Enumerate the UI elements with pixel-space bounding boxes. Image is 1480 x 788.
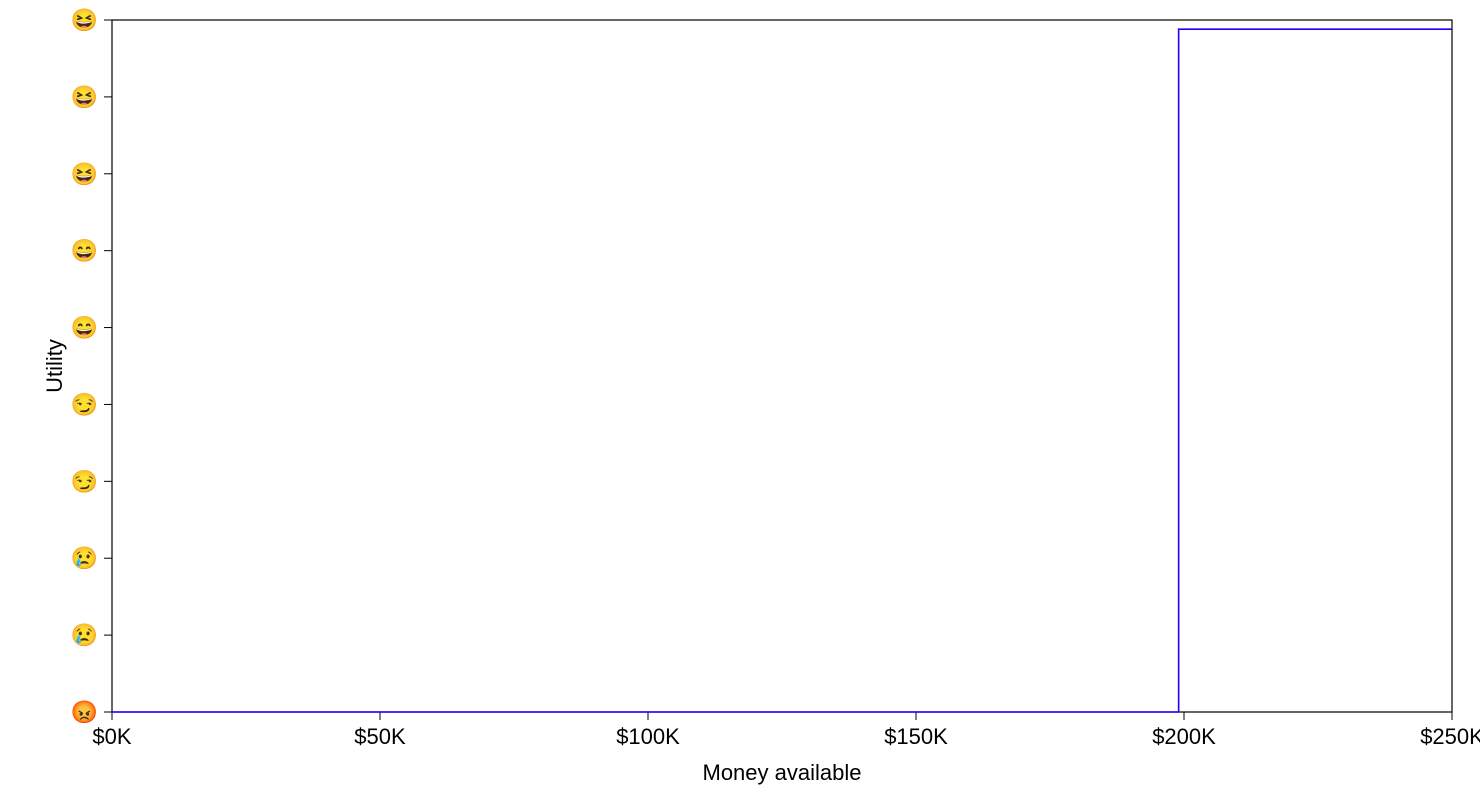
chart-svg: $0K $50K $100K $150K $200K $250K Money availab… bbox=[0, 0, 1480, 788]
y-tick-emoji: 😢 bbox=[71, 546, 98, 571]
x-tick-label: $100K bbox=[616, 724, 680, 749]
y-tick-emoji: 😢 bbox=[71, 623, 98, 648]
y-tick-emoji: 😄 bbox=[71, 315, 98, 340]
y-axis-label: Utility bbox=[42, 339, 67, 393]
x-tick-label: $150K bbox=[884, 724, 948, 749]
y-tick-emoji: 😡 bbox=[71, 700, 98, 725]
y-tick-emoji: 😆 bbox=[71, 161, 98, 186]
y-tick-emoji: 😏 bbox=[71, 469, 98, 494]
x-tick-label: $200K bbox=[1152, 724, 1216, 749]
y-tick-emoji: 😆 bbox=[71, 8, 98, 33]
x-tick-label: $50K bbox=[354, 724, 406, 749]
utility-chart: $0K $50K $100K $150K $200K $250K Money availab… bbox=[0, 0, 1480, 788]
x-tick-label: $250K bbox=[1420, 724, 1480, 749]
y-tick-emoji: 😄 bbox=[71, 238, 98, 263]
x-tick-label: $0K bbox=[92, 724, 131, 749]
x-axis-label: Money available bbox=[703, 760, 862, 785]
y-tick-emoji: 😆 bbox=[71, 84, 98, 109]
y-tick-emoji: 😏 bbox=[71, 392, 98, 417]
